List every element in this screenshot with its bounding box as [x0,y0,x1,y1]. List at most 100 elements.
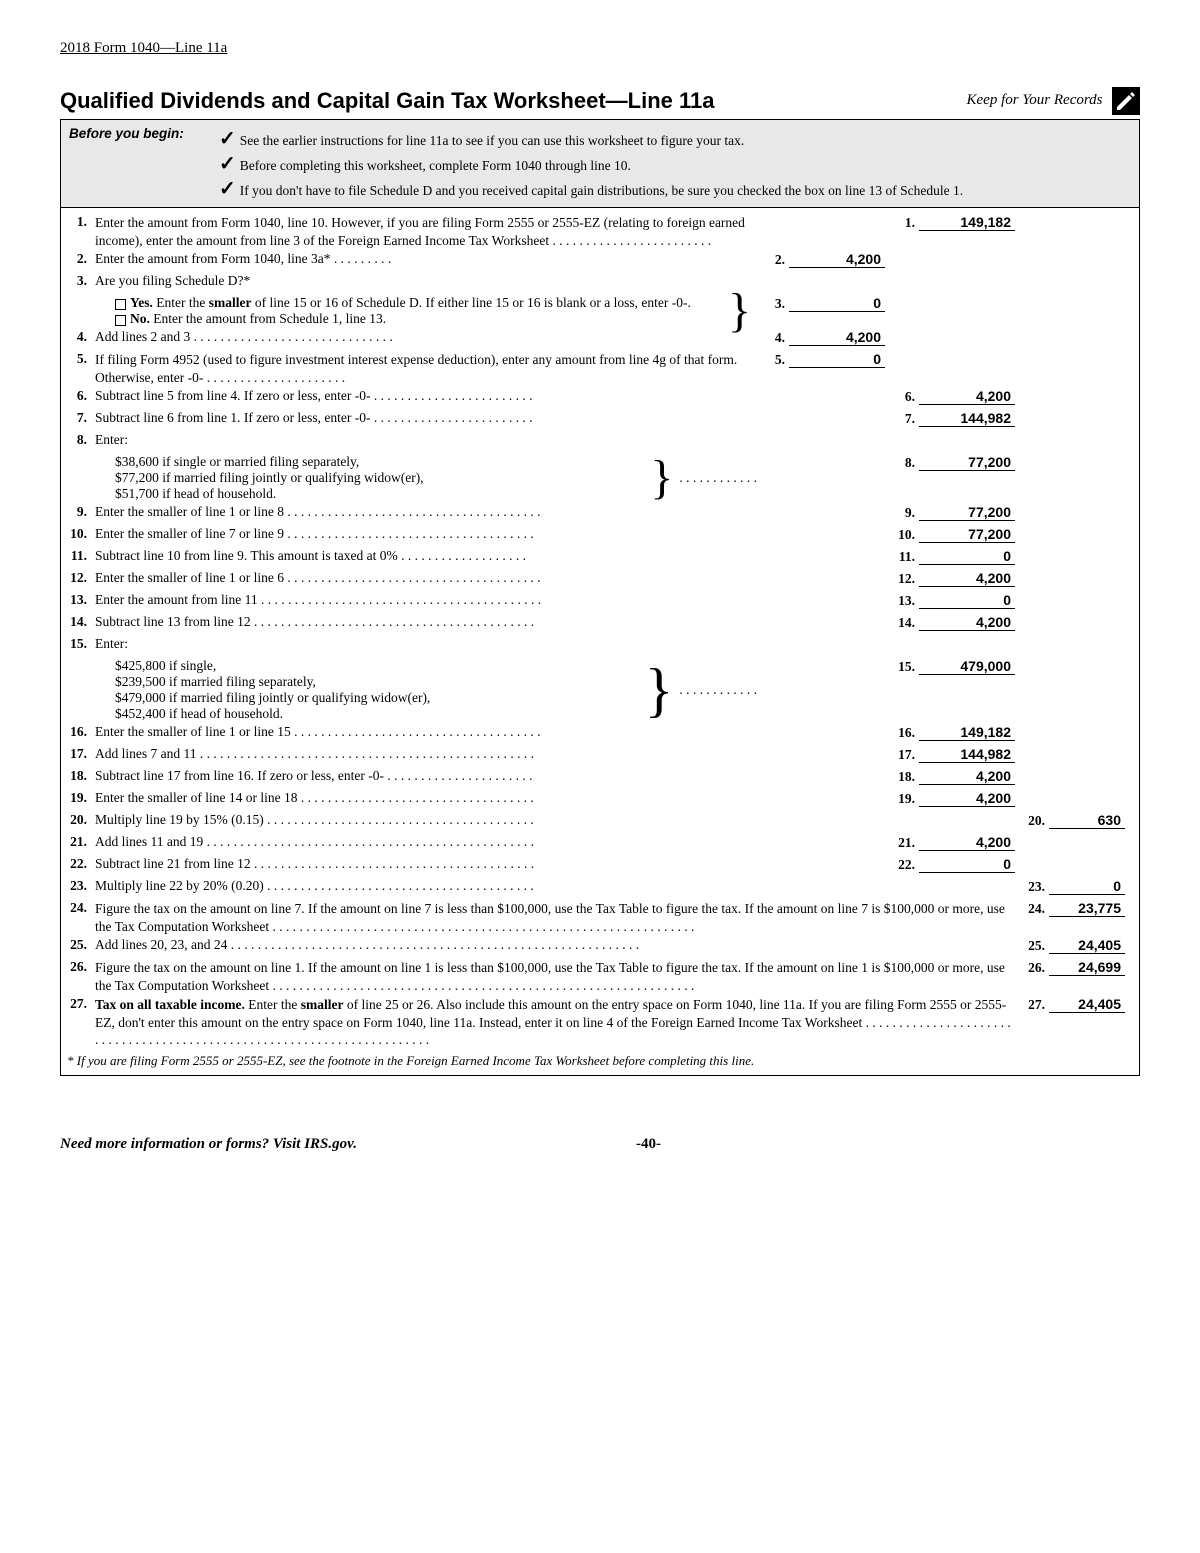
line-text: $77,200 if married filing jointly or qua… [95,470,644,486]
line-value: 144,982 [919,746,1015,763]
line-24: 24.Figure the tax on the amount on line … [67,900,1133,935]
line-num: 25. [67,937,95,953]
line-text: Enter the smaller of line 1 or line 8 [95,504,284,519]
line-text: Are you filing Schedule D?* [95,273,763,289]
line-num: 6. [67,388,95,404]
line-ref: 10. [893,527,919,543]
line-text: Enter the amount from Form 1040, line 10… [95,215,745,248]
line-text: $452,400 if head of household. [95,706,639,722]
line-value: 144,982 [919,410,1015,427]
keep-records-text: Keep for Your Records [967,92,1103,108]
line-16: 16.Enter the smaller of line 1 or line 1… [67,724,1133,744]
no-label: No. [130,311,150,326]
line-value: 24,405 [1049,996,1125,1013]
line-value: 149,182 [919,214,1015,231]
line-value: 0 [789,351,885,368]
line-num: 19. [67,790,95,806]
footer-left: Need more information or forms? Visit IR… [60,1136,357,1153]
line-ref: 7. [893,411,919,427]
line-21: 21.Add lines 11 and 19 . . . . . . . . .… [67,834,1133,854]
line-num: 12. [67,570,95,586]
line-value: 0 [1049,878,1125,895]
header-link: 2018 Form 1040—Line 11a [60,40,1140,57]
line-text: Enter the [153,295,209,310]
pencil-icon [1112,87,1140,115]
line-ref: 18. [893,769,919,785]
line-num: 20. [67,812,95,828]
line-num: 14. [67,614,95,630]
line-value: 77,200 [919,454,1015,471]
line-num: 9. [67,504,95,520]
page-number: -40- [636,1136,661,1153]
line-ref: 8. [893,455,919,471]
line-num: 26. [67,959,95,975]
line-text: $38,600 if single or married filing sepa… [95,454,644,470]
line-value: 4,200 [919,768,1015,785]
line-6: 6. Subtract line 5 from line 4. If zero … [67,388,1133,408]
line-text: $479,000 if married filing jointly or qu… [95,690,639,706]
line-26: 26.Figure the tax on the amount on line … [67,959,1133,994]
line-25: 25.Add lines 20, 23, and 24 . . . . . . … [67,937,1133,957]
line-text: Subtract line 17 from line 16. If zero o… [95,768,384,783]
line-ref: 25. [1023,938,1049,954]
line-23: 23.Multiply line 22 by 20% (0.20) . . . … [67,878,1133,898]
line-num: 15. [67,636,95,652]
line-ref: 22. [893,857,919,873]
line-num: 22. [67,856,95,872]
before-item: If you don't have to file Schedule D and… [240,183,963,198]
line-text: Enter the smaller of line 1 or line 6 [95,570,284,585]
line-num: 23. [67,878,95,894]
line-8-options: $38,600 if single or married filing sepa… [67,454,1133,502]
checkbox-yes[interactable] [115,299,126,310]
line-ref: 2. [763,252,789,268]
line-ref: 6. [893,389,919,405]
line-ref: 17. [893,747,919,763]
check-icon: ✓ [219,128,236,150]
line-22: 22.Subtract line 21 from line 12 . . . .… [67,856,1133,876]
line-text-bold: smaller [301,997,344,1012]
line-ref: 27. [1023,997,1049,1013]
line-value: 149,182 [919,724,1015,741]
before-item: See the earlier instructions for line 11… [240,133,744,148]
line-num: 3. [67,273,95,289]
line-3: 3. Are you filing Schedule D?* [67,273,1133,293]
line-text: Subtract line 10 from line 9. This amoun… [95,548,398,563]
line-value: 23,775 [1049,900,1125,917]
line-text: Figure the tax on the amount on line 7. … [95,901,1005,934]
line-27: 27.Tax on all taxable income. Enter the … [67,996,1133,1049]
line-20: 20.Multiply line 19 by 15% (0.15) . . . … [67,812,1133,832]
line-num: 16. [67,724,95,740]
line-ref: 13. [893,593,919,609]
brace-icon: } [639,672,680,708]
line-value: 0 [789,295,885,312]
line-ref: 23. [1023,879,1049,895]
line-9: 9.Enter the smaller of line 1 or line 8 … [67,504,1133,524]
line-text: smaller [209,295,252,310]
line-ref: 14. [893,615,919,631]
line-value: 24,699 [1049,959,1125,976]
line-text: Enter the smaller of line 14 or line 18 [95,790,297,805]
line-text: Enter the amount from line 11 [95,592,258,607]
yes-label: Yes. [130,295,153,310]
line-value: 0 [919,856,1015,873]
line-text: Enter the amount from Form 1040, line 3a… [95,251,330,266]
line-ref: 3. [763,296,789,312]
line-text: Enter the smaller of line 7 or line 9 [95,526,284,541]
line-text: Add lines 7 and 11 [95,746,197,761]
line-value: 630 [1049,812,1125,829]
checkbox-no[interactable] [115,315,126,326]
line-value: 0 [919,548,1015,565]
before-items: ✓ See the earlier instructions for line 1… [219,126,1131,201]
line-11: 11.Subtract line 10 from line 9. This am… [67,548,1133,568]
line-4: 4. Add lines 2 and 3 . . . . . . . . . .… [67,329,1133,349]
line-2: 2. Enter the amount from Form 1040, line… [67,251,1133,271]
line-text: If filing Form 4952 (used to figure inve… [95,352,737,385]
line-ref: 12. [893,571,919,587]
line-text: Subtract line 13 from line 12 [95,614,251,629]
brace-icon: } [644,464,679,493]
line-ref: 1. [893,215,919,231]
line-text: Add lines 2 and 3 [95,329,190,344]
worksheet-title: Qualified Dividends and Capital Gain Tax… [60,88,714,114]
line-ref: 26. [1023,960,1049,976]
line-num: 7. [67,410,95,426]
